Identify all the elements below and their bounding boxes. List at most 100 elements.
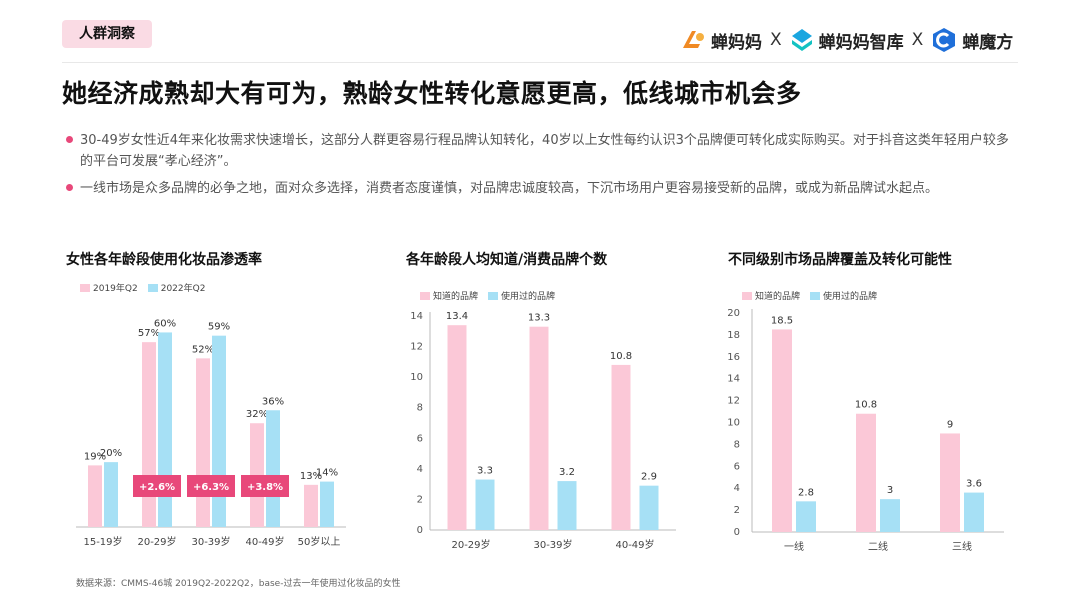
brand-chanmofang: 蝉魔方 — [931, 27, 1013, 53]
x-tick-label: 40-49岁 — [245, 535, 284, 548]
data-source-note: 数据来源：CMMS-46城 2019Q2-2022Q2，base-过去一年使用过… — [76, 579, 401, 589]
x-tick-label: 15-19岁 — [83, 535, 122, 548]
brand-chanmama: 蝉妈妈 — [680, 28, 762, 53]
y-tick-label: 14 — [727, 374, 740, 385]
y-tick-label: 8 — [417, 403, 423, 414]
brand-separator: X — [911, 30, 924, 50]
legend-label: 使用过的品牌 — [501, 292, 556, 302]
data-label: 2.9 — [641, 472, 657, 483]
bar — [320, 481, 334, 527]
x-tick-label: 二线 — [868, 540, 888, 553]
y-tick-label: 12 — [727, 396, 740, 407]
bar — [304, 484, 318, 527]
brand-name: 蝉妈妈 — [711, 32, 762, 53]
chart-title-penetration: 女性各年龄段使用化妆品渗透率 — [66, 252, 262, 268]
legend-swatch — [488, 291, 499, 300]
data-label: 3 — [887, 485, 893, 496]
data-label: 52% — [192, 344, 214, 355]
legend-label: 使用过的品牌 — [823, 292, 878, 302]
data-label: 9 — [947, 419, 953, 430]
y-tick-label: 14 — [410, 311, 423, 322]
legend-swatch — [147, 283, 158, 292]
legend-item: 知道的品牌 — [420, 289, 478, 302]
chart-legend-brand-count-age: 知道的品牌 使用过的品牌 — [420, 289, 565, 302]
chart-title-brand-count-age: 各年龄段人均知道/消费品牌个数 — [406, 252, 608, 268]
x-tick-label: 一线 — [784, 540, 804, 553]
legend-swatch — [80, 283, 90, 292]
insight-text: 一线市场是众多品牌的必争之地，面对众多选择，消费者态度谨慎，对品牌忠诚度较高，下… — [80, 181, 939, 196]
brand-separator: X — [770, 30, 782, 50]
data-label: 13% — [300, 471, 322, 482]
bar — [856, 413, 876, 532]
y-tick-label: 12 — [410, 342, 423, 353]
bar — [796, 501, 816, 532]
legend-label: 2019年Q2 — [93, 284, 138, 294]
legend-swatch — [810, 291, 821, 300]
x-tick-label: 40-49岁 — [615, 538, 654, 551]
x-tick-label: 50岁以上 — [298, 535, 341, 548]
y-tick-label: 10 — [727, 418, 740, 429]
bar — [639, 485, 659, 530]
data-label: 2.8 — [798, 487, 814, 498]
legend-swatch — [742, 291, 752, 300]
legend-label: 2022年Q2 — [160, 284, 206, 294]
brand-bar: 蝉妈妈 X 蝉妈妈智库 X 蝉魔方 — [680, 22, 1013, 58]
bar — [447, 325, 467, 530]
y-tick-label: 2 — [417, 494, 423, 505]
data-label: 36% — [262, 396, 284, 407]
brand-name: 蝉魔方 — [962, 32, 1014, 53]
chart-legend-penetration: 2019年Q2 2022年Q2 — [80, 281, 215, 294]
y-tick-label: 0 — [417, 525, 423, 536]
data-label: 13.3 — [528, 313, 550, 324]
brand-chanmama-zhiku: 蝉妈妈智库 — [790, 28, 904, 53]
legend-item: 使用过的品牌 — [488, 289, 555, 302]
data-label: 18.5 — [771, 315, 793, 326]
legend-item: 2019年Q2 — [80, 281, 138, 294]
chart-title-market-tier: 不同级别市场品牌覆盖及转化可能性 — [728, 252, 952, 268]
y-tick-label: 18 — [727, 330, 740, 341]
data-label: 60% — [154, 318, 176, 329]
data-label: 32% — [246, 409, 268, 420]
growth-badge-text: +6.3% — [193, 482, 229, 493]
chart-legend-market-tier: 知道的品牌 使用过的品牌 — [742, 289, 887, 302]
growth-badge-text: +3.8% — [247, 482, 283, 493]
header-divider — [62, 62, 1018, 63]
data-label: 10.8 — [855, 400, 877, 411]
y-tick-label: 6 — [734, 461, 740, 472]
legend-item: 使用过的品牌 — [810, 289, 877, 302]
data-label: 59% — [208, 322, 230, 333]
insight-list: 30-49岁女性近4年来化妆需求快速增长，这部分人群更容易行程品牌认知转化，40… — [66, 130, 1016, 205]
bar — [529, 326, 549, 530]
data-label: 20% — [100, 448, 122, 459]
data-label: 19% — [84, 451, 106, 462]
y-tick-label: 4 — [734, 483, 740, 494]
bar — [940, 433, 960, 532]
bar — [557, 481, 577, 530]
bullet-dot-icon — [66, 136, 73, 143]
growth-badge-text: +2.6% — [139, 482, 175, 493]
bar — [104, 462, 118, 527]
x-tick-label: 三线 — [952, 540, 972, 553]
legend-item: 知道的品牌 — [742, 289, 800, 302]
insight-item: 30-49岁女性近4年来化妆需求快速增长，这部分人群更容易行程品牌认知转化，40… — [66, 130, 1016, 172]
chanmama-zhiku-logo-icon — [791, 29, 812, 51]
bar — [964, 492, 984, 532]
legend-item: 2022年Q2 — [147, 281, 206, 294]
page-title: 她经济成熟却大有可为，熟龄女性转化意愿更高，低线城市机会多 — [62, 79, 802, 108]
y-tick-label: 8 — [734, 439, 740, 450]
data-label: 3.6 — [966, 479, 982, 490]
legend-swatch — [420, 291, 430, 300]
bar — [475, 479, 495, 530]
data-label: 10.8 — [610, 351, 632, 362]
legend-label: 知道的品牌 — [433, 292, 479, 302]
growth-badge — [241, 475, 289, 497]
insight-item: 一线市场是众多品牌的必争之地，面对众多选择，消费者态度谨慎，对品牌忠诚度较高，下… — [66, 178, 1016, 199]
data-label: 3.2 — [559, 467, 575, 478]
x-tick-label: 20-29岁 — [451, 538, 490, 551]
bar — [880, 499, 900, 532]
y-tick-label: 20 — [727, 308, 740, 319]
bar — [611, 364, 631, 530]
